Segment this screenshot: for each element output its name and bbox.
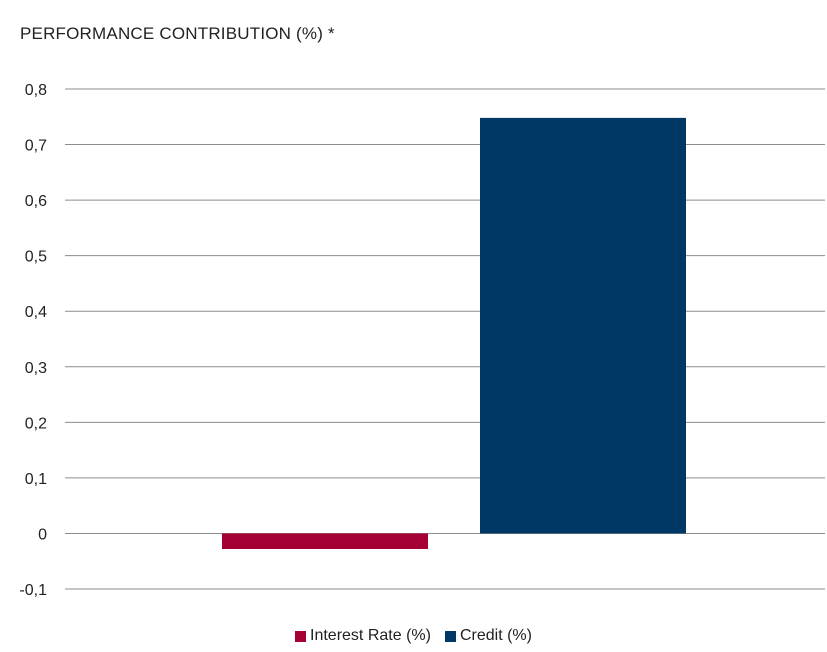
- legend: Interest Rate (%) Credit (%): [0, 627, 827, 645]
- legend-swatch-credit: [444, 630, 456, 642]
- y-tick-label: 0,1: [25, 471, 47, 488]
- y-tick-label: -0,1: [19, 582, 47, 599]
- legend-swatch-interest-rate: [295, 630, 307, 642]
- legend-label-credit: Credit (%): [459, 627, 532, 644]
- y-tick-label: 0,7: [25, 138, 47, 155]
- bars: [222, 117, 686, 549]
- y-tick-label: 0,3: [25, 360, 47, 377]
- chart-title: PERFORMANCE CONTRIBUTION (%) *: [20, 24, 335, 43]
- legend-label-interest-rate: Interest Rate (%): [310, 627, 431, 644]
- bar-credit: [480, 117, 686, 534]
- y-tick-label: 0,8: [25, 82, 47, 99]
- y-tick-label: 0,4: [25, 304, 47, 321]
- legend-item-interest-rate: Interest Rate (%): [295, 627, 431, 645]
- bar-chart: 0,8 0,7 0,6 0,5 0,4 0,3 0,2 0,1 0 -0,1: [19, 82, 825, 599]
- legend-item-credit: Credit (%): [444, 627, 532, 645]
- y-axis-tick-labels: 0,8 0,7 0,6 0,5 0,4 0,3 0,2 0,1 0 -0,1: [19, 82, 47, 599]
- y-tick-label: 0: [38, 526, 47, 543]
- y-tick-label: 0,2: [25, 415, 47, 432]
- y-tick-label: 0,5: [25, 249, 47, 266]
- grid-lines: [65, 88, 825, 590]
- y-tick-label: 0,6: [25, 193, 47, 210]
- bar-interest-rate: [222, 533, 428, 549]
